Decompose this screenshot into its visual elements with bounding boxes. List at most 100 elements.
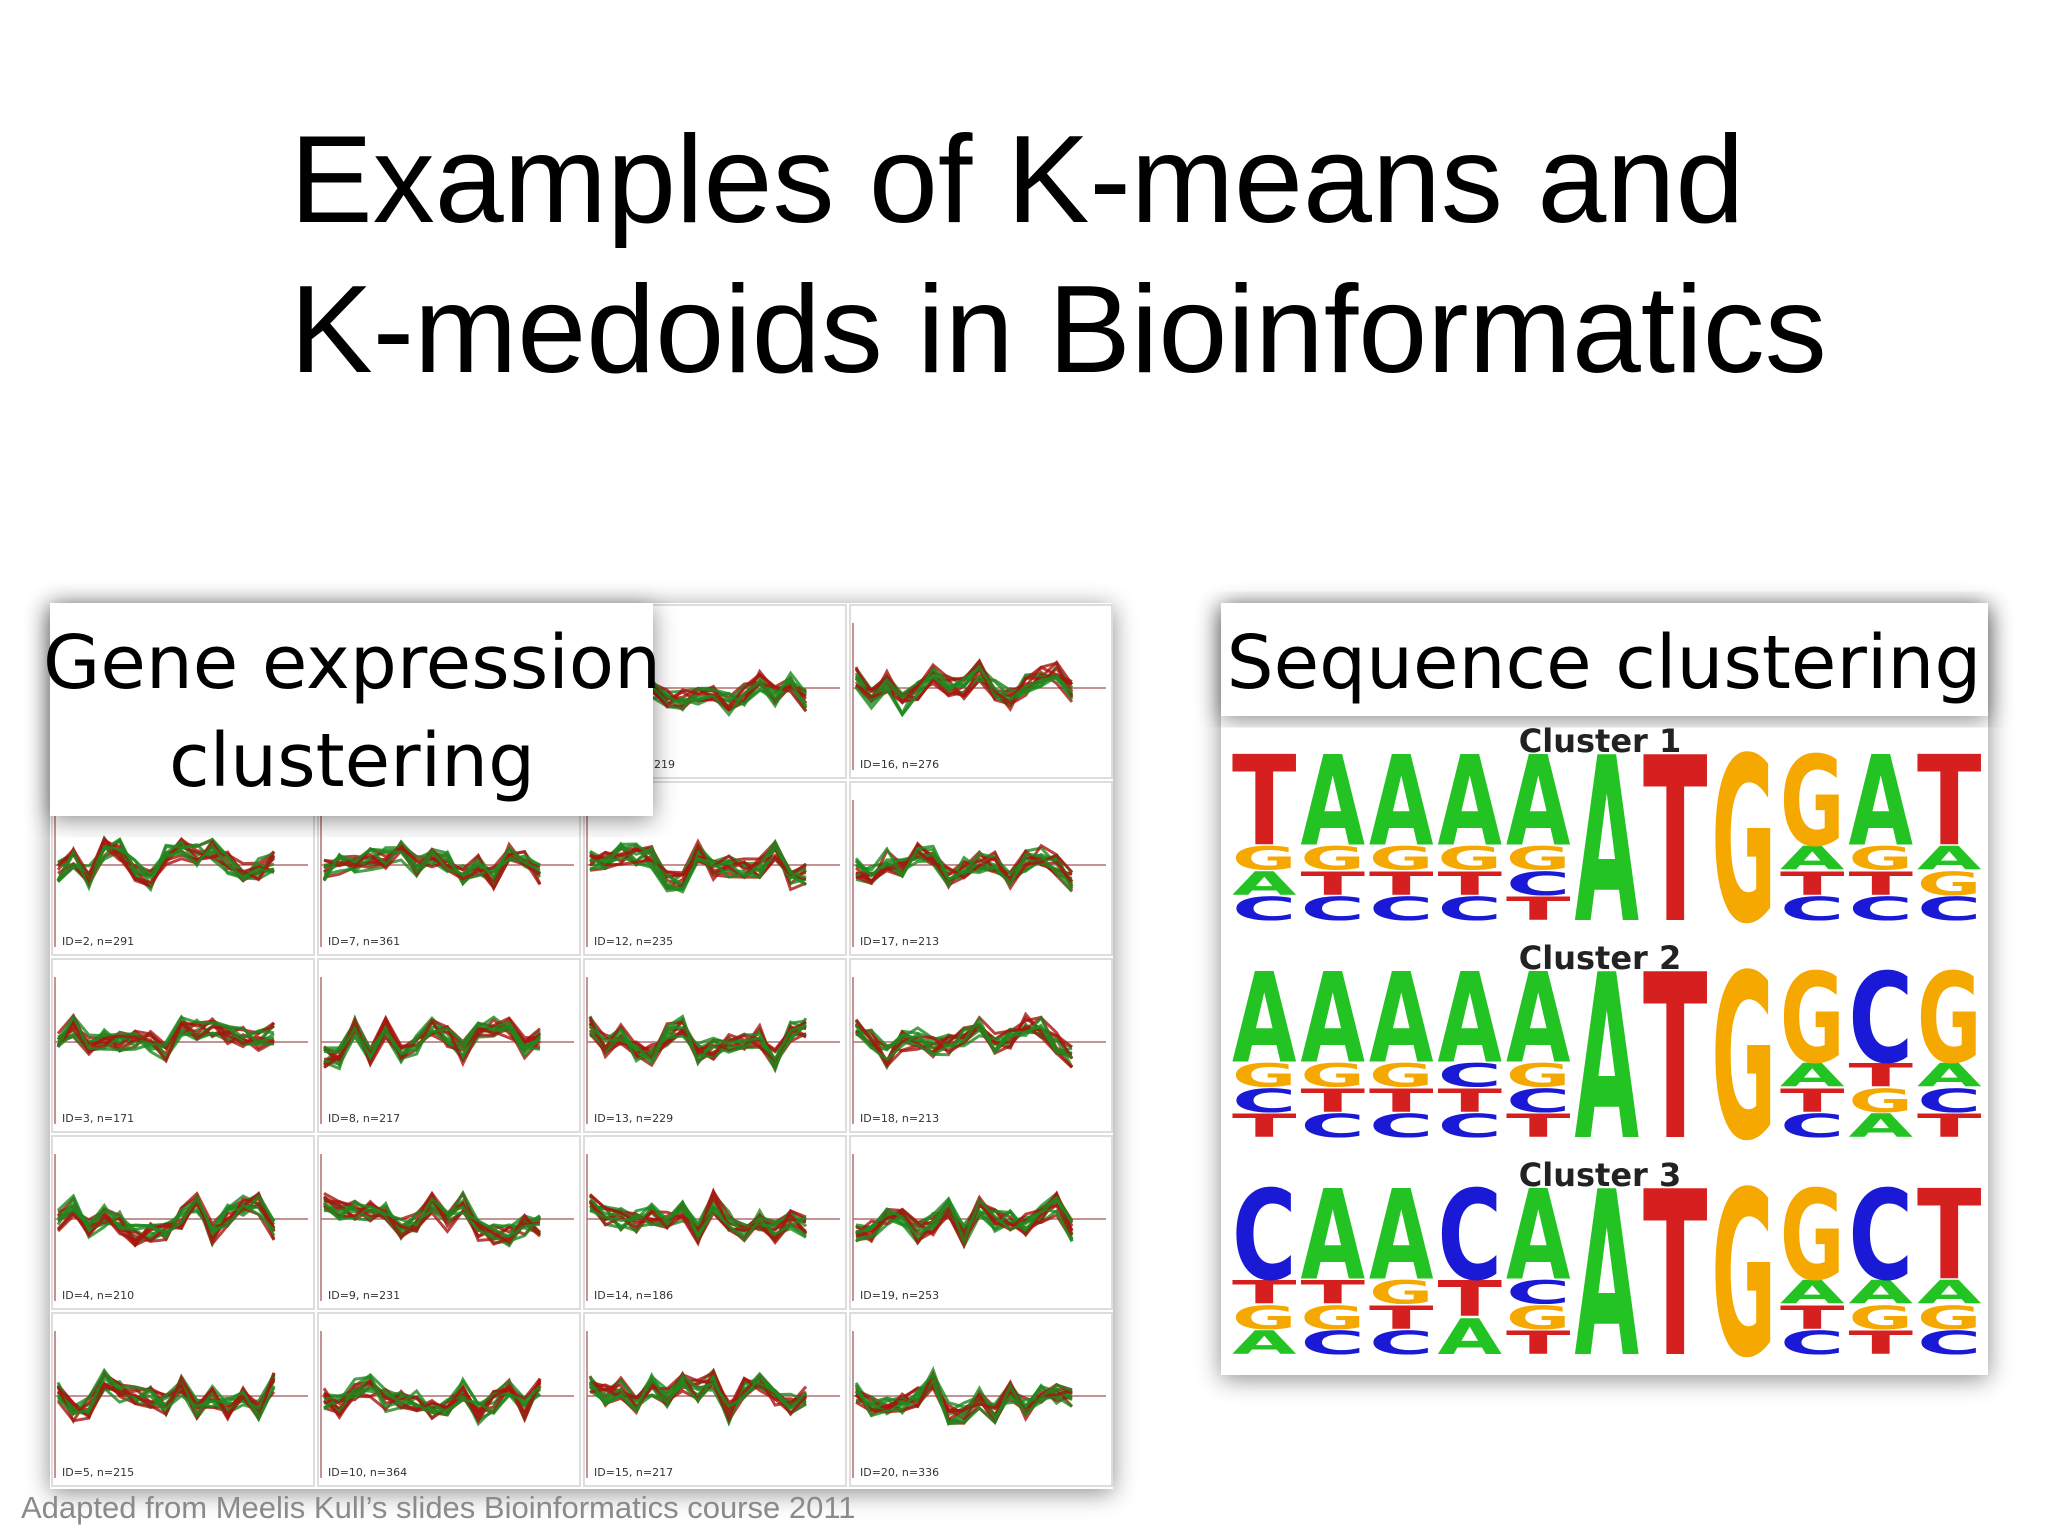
logo-letter: G	[1301, 1057, 1366, 1094]
logo-letter: G	[1506, 1300, 1571, 1337]
logo-letter: A	[1300, 947, 1365, 1091]
logo-letter: G	[1438, 840, 1502, 877]
expression-trace	[323, 845, 542, 892]
logo-letter: G	[1369, 1057, 1434, 1094]
logo-letter: G	[1369, 840, 1434, 877]
logo-letter: T	[1369, 1300, 1434, 1337]
logo-letter: T	[1780, 1300, 1845, 1337]
logo-letter: T	[1849, 866, 1914, 903]
left-heading: clustering	[169, 718, 535, 804]
cluster-label: Cluster 2	[1519, 939, 1681, 977]
logo-letter: G	[1301, 840, 1366, 877]
logo-letter: T	[1232, 730, 1297, 874]
expression-trace	[854, 666, 1074, 718]
right-heading: Sequence clustering	[1227, 620, 1982, 706]
logo-letter: T	[1917, 1164, 1982, 1308]
logo-letter: C	[1301, 1108, 1366, 1145]
logo-letter: C	[1232, 1083, 1297, 1120]
logo-letter: T	[1643, 927, 1708, 1191]
logo-letter: T	[1917, 730, 1982, 874]
logo-letter: T	[1506, 1108, 1571, 1145]
logo-letter: T	[1232, 1108, 1297, 1145]
logo-letter: C	[1369, 1108, 1434, 1145]
logo-letter: C	[1369, 891, 1434, 928]
logo-letter: T	[1369, 866, 1434, 903]
cell-label: ID=17, n=213	[860, 935, 939, 948]
logo-letter: T	[1780, 1083, 1845, 1120]
logo-letter: T	[1643, 710, 1708, 974]
expression-trace	[56, 1373, 276, 1423]
left-heading: Gene expression	[43, 620, 661, 706]
logo-letter: A	[1506, 947, 1571, 1091]
cell-label: ID=16, n=276	[860, 758, 939, 771]
expression-trace	[322, 1196, 541, 1239]
cell-label: ID=15, n=217	[594, 1466, 673, 1479]
logo-letter: A	[1232, 947, 1297, 1091]
logo-letter: C	[1301, 1325, 1366, 1362]
logo-letter: G	[1849, 840, 1913, 877]
logo-letter: G	[1849, 1300, 1913, 1337]
logo-letter: C	[1780, 891, 1845, 928]
right-heading-box	[1221, 603, 1988, 716]
logo-letter: C	[1849, 947, 1914, 1091]
expression-trace	[589, 1372, 808, 1424]
logo-letter: T	[1369, 1083, 1434, 1120]
logo-letter: G	[1301, 1300, 1366, 1337]
logo-letter: G	[1917, 866, 1982, 903]
logo-letter: C	[1780, 1325, 1845, 1362]
expression-trace	[855, 1023, 1073, 1057]
logo-letter: A	[1506, 1164, 1571, 1308]
logo-letter: C	[1438, 891, 1502, 928]
logo-letter: G	[1780, 947, 1845, 1091]
expression-trace	[854, 1015, 1073, 1062]
logo-letter: A	[1917, 840, 1982, 877]
logo-letter: A	[1849, 730, 1914, 874]
logo-letter: A	[1232, 1325, 1297, 1362]
logo-letter: A	[1438, 730, 1503, 874]
logo-letter: C	[1780, 1108, 1845, 1145]
cluster-label: Cluster 3	[1519, 1156, 1681, 1194]
logo-letter: A	[1438, 947, 1503, 1091]
expression-trace	[589, 838, 807, 890]
expression-trace	[854, 1371, 1073, 1426]
title-line: K-medoids in Bioinformatics	[290, 261, 1827, 399]
logo-letter: C	[1849, 1164, 1914, 1308]
logo-letter: A	[1232, 866, 1297, 903]
logo-letter: T	[1438, 1271, 1503, 1328]
logo-letter: A	[1849, 1274, 1914, 1311]
logo-letter: A	[1575, 927, 1640, 1191]
expression-trace	[855, 1196, 1074, 1246]
right-panel-bg	[1221, 603, 1988, 1375]
logo-letter: C	[1438, 1108, 1502, 1145]
logo-letter: A	[1849, 1108, 1914, 1145]
logo-letter: C	[1506, 866, 1571, 903]
logo-letter: T	[1780, 866, 1845, 903]
expression-trace	[56, 1197, 276, 1248]
logo-letter: G	[1232, 1300, 1297, 1337]
logo-letter: A	[1575, 710, 1640, 974]
logo-letter: C	[1506, 1274, 1571, 1311]
logo-letter: T	[1643, 1144, 1708, 1408]
logo-letter: T	[1506, 1325, 1571, 1362]
logo-letter: T	[1849, 1057, 1914, 1094]
expression-trace	[588, 1020, 807, 1063]
cell-label: ID=3, n=171	[62, 1112, 134, 1125]
logo-letter: C	[1438, 1164, 1503, 1308]
expression-trace	[57, 1194, 276, 1235]
expression-trace	[323, 1190, 542, 1245]
logo-letter: A	[1575, 1144, 1640, 1408]
logo-letter: G	[1712, 927, 1777, 1191]
logo-letter: C	[1438, 1057, 1502, 1094]
cell-label: ID=10, n=364	[328, 1466, 407, 1479]
cell-label: ID=8, n=217	[328, 1112, 400, 1125]
logo-letter: G	[1506, 840, 1571, 877]
expression-trace	[56, 1012, 275, 1064]
logo-letter: G	[1780, 730, 1845, 874]
expression-trace	[589, 842, 807, 890]
expression-trace	[56, 844, 275, 892]
logo-letter: C	[1301, 891, 1366, 928]
cell-label: ID=7, n=361	[328, 935, 400, 948]
logo-letter: T	[1438, 866, 1503, 903]
cell-label: ID=19, n=253	[860, 1289, 939, 1302]
